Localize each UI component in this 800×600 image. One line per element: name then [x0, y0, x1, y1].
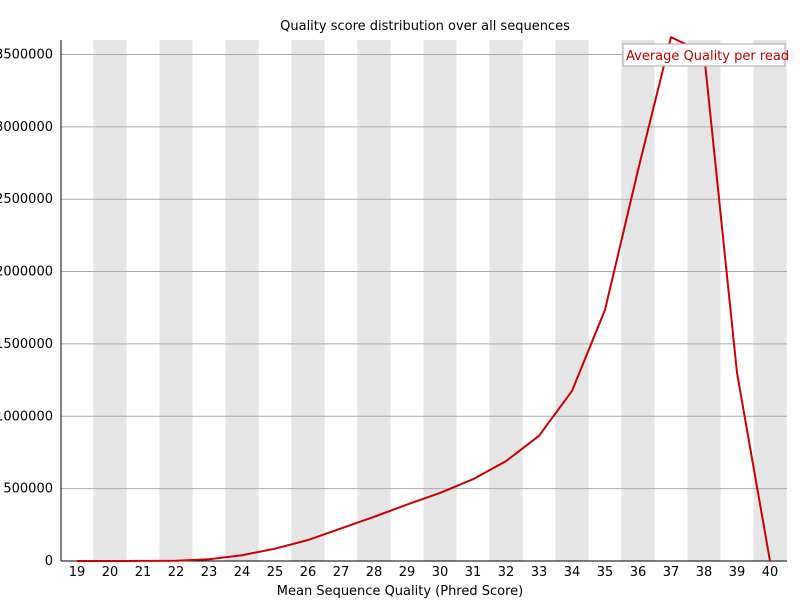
series-lines: [76, 36, 771, 562]
x-tick-29: 29: [399, 565, 416, 580]
x-tick-23: 23: [201, 565, 218, 580]
y-tick-2000000: 2000000: [0, 265, 53, 280]
x-tick-38: 38: [696, 565, 713, 580]
gridlines: [61, 53, 787, 490]
x-tick-24: 24: [234, 565, 251, 580]
band-36: [621, 40, 655, 561]
x-axis-label: Mean Sequence Quality (Phred Score): [277, 584, 523, 599]
legend: Average Quality per read: [622, 43, 789, 67]
band-22: [159, 40, 193, 561]
y-tick-1500000: 1500000: [0, 337, 53, 352]
x-tick-21: 21: [135, 565, 152, 580]
x-tick-20: 20: [102, 565, 119, 580]
x-tick-26: 26: [300, 565, 317, 580]
y-tick-500000: 500000: [3, 482, 53, 497]
band-30: [423, 40, 457, 561]
x-tick-33: 33: [531, 565, 548, 580]
x-tick-37: 37: [663, 565, 680, 580]
x-tick-19: 19: [69, 565, 86, 580]
legend-entry: Average Quality per read: [626, 49, 789, 64]
x-tick-28: 28: [366, 565, 383, 580]
band-34: [555, 40, 589, 561]
band-38: [687, 40, 721, 561]
band-24: [225, 40, 259, 561]
x-tick-labels: 19 20 21 22 23 24 25 26 27 28 29 30 31 32 33 34 35 36 37 38…: [69, 565, 779, 580]
band-32: [489, 40, 523, 561]
y-tick-2500000: 2500000: [0, 192, 53, 207]
x-tick-30: 30: [432, 565, 449, 580]
band-26: [291, 40, 325, 561]
band-28: [357, 40, 391, 561]
legend-box: [622, 43, 786, 67]
x-tick-32: 32: [498, 565, 515, 580]
x-tick-25: 25: [267, 565, 284, 580]
y-tick-labels: 0 500000 1000000 1500000 2000000 2500000 30000…: [0, 47, 53, 569]
y-tick-1000000: 1000000: [0, 409, 53, 424]
x-tick-39: 39: [729, 565, 746, 580]
alternating-bands: [93, 40, 787, 561]
x-tick-34: 34: [564, 565, 581, 580]
band-20: [93, 40, 127, 561]
x-tick-36: 36: [630, 565, 647, 580]
band-40: [753, 40, 787, 561]
y-tick-3500000: 3500000: [0, 47, 53, 62]
x-tick-40: 40: [762, 565, 779, 580]
x-tick-22: 22: [168, 565, 185, 580]
x-tick-27: 27: [333, 565, 350, 580]
y-tick-3000000: 3000000: [0, 120, 53, 135]
x-tick-35: 35: [597, 565, 614, 580]
chart-title: Quality score distribution over all sequ…: [280, 19, 570, 34]
series-line-0: [76, 36, 771, 562]
y-tick-0: 0: [45, 554, 53, 569]
x-tick-31: 31: [465, 565, 482, 580]
